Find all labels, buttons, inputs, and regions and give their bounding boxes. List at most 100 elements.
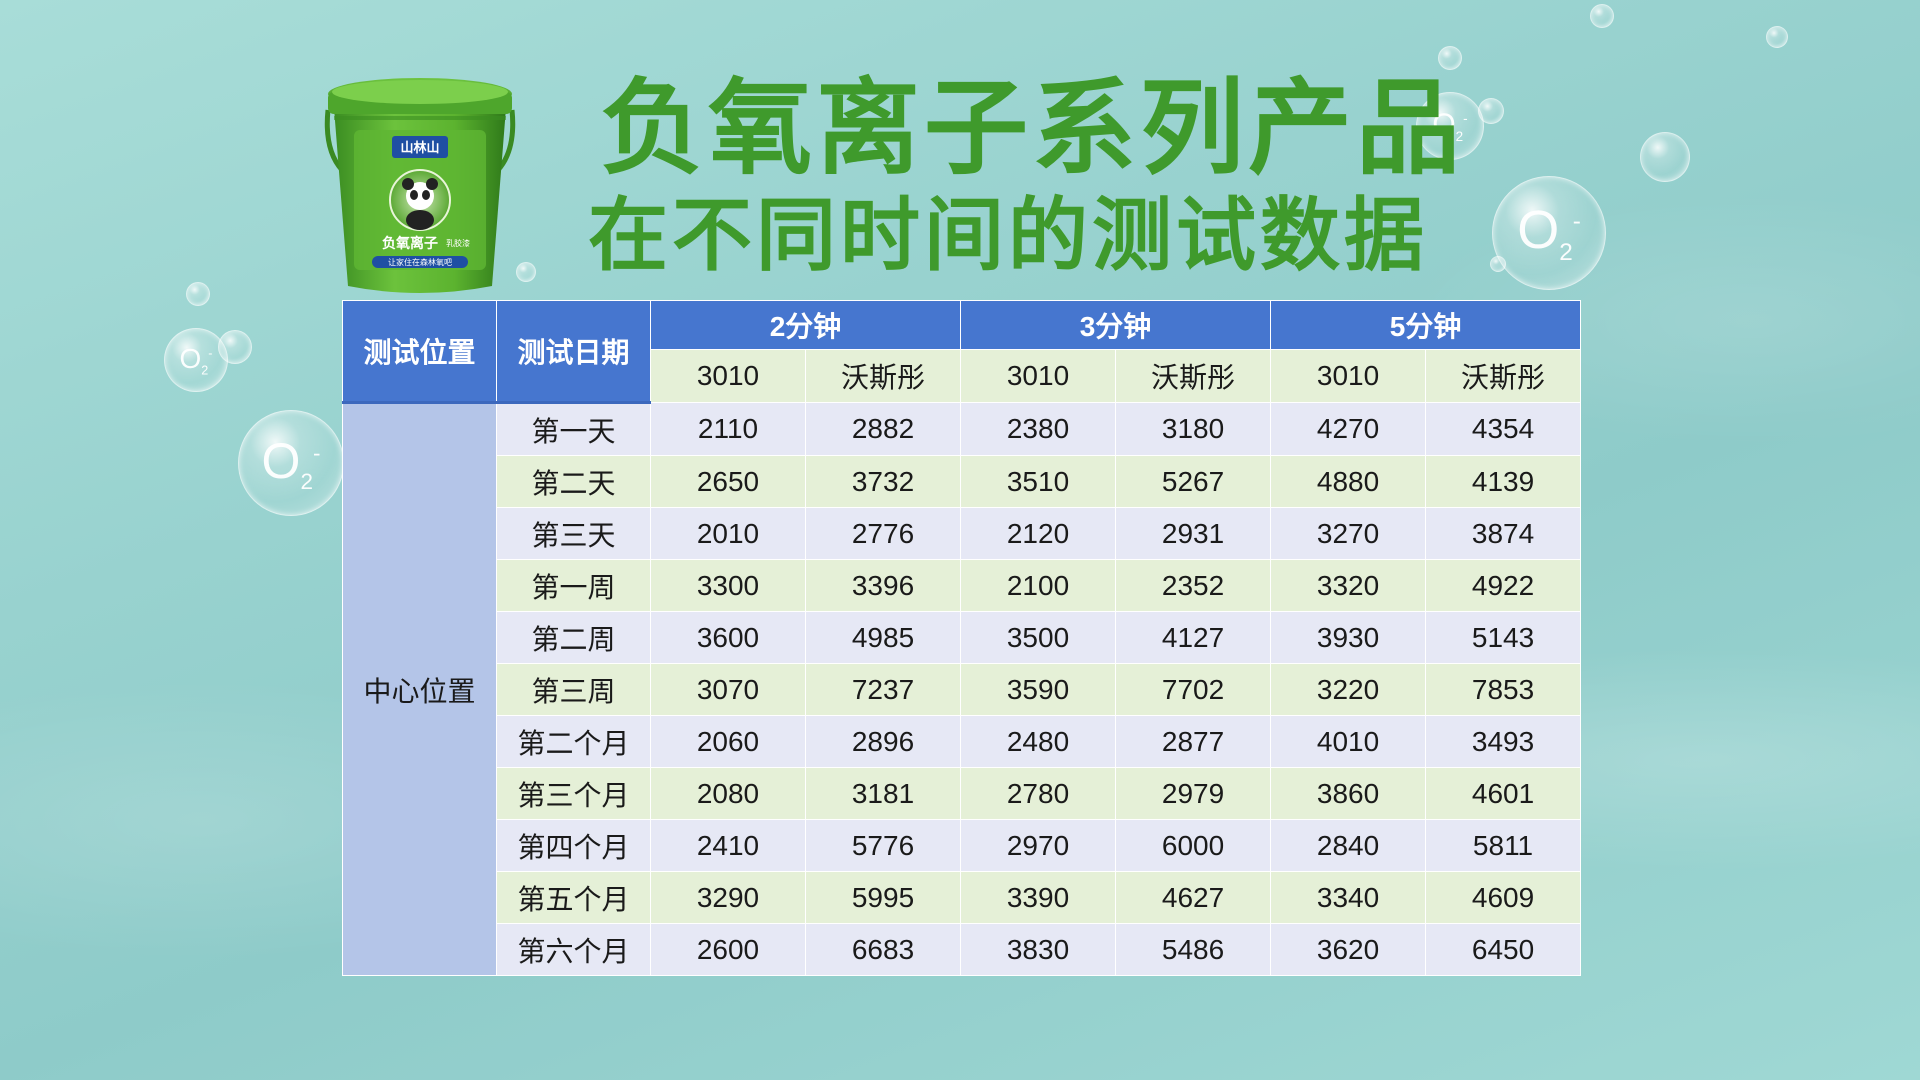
value-cell: 2877	[1115, 715, 1272, 768]
header-date: 测试日期	[496, 300, 651, 404]
table-row: 第三周 3070 7237 3590 7702 3220 7853	[343, 663, 1582, 716]
table-row: 第三天 2010 2776 2120 2931 3270 3874	[343, 507, 1582, 560]
value-cell: 2780	[960, 767, 1117, 820]
date-cell: 第六个月	[496, 923, 651, 976]
value-cell: 2110	[650, 402, 806, 456]
subheader-cell: 3010	[960, 349, 1117, 403]
value-cell: 2480	[960, 715, 1117, 768]
value-cell: 3600	[650, 611, 806, 664]
value-cell: 4354	[1425, 402, 1582, 456]
table-row: 第三个月 2080 3181 2780 2979 3860 4601	[343, 767, 1582, 820]
value-cell: 3181	[804, 767, 962, 820]
value-cell: 3180	[1115, 402, 1272, 456]
table-row: 第二个月 2060 2896 2480 2877 4010 3493	[343, 715, 1582, 768]
value-cell: 6683	[804, 923, 962, 976]
date-cell: 第一天	[496, 402, 651, 456]
table-row: 第六个月 2600 6683 3830 5486 3620 6450	[343, 923, 1582, 976]
date-cell: 第四个月	[496, 819, 651, 872]
value-cell: 3930	[1270, 611, 1427, 664]
page-subtitle: 在不同时间的测试数据	[588, 189, 1428, 282]
value-cell: 2970	[960, 819, 1117, 872]
table-subheader-row: 3010 沃斯彤 3010 沃斯彤 3010 沃斯彤	[343, 349, 1582, 403]
table-row: 第五个月 3290 5995 3390 4627 3340 4609	[343, 871, 1582, 924]
value-cell: 3500	[960, 611, 1117, 664]
value-cell: 7702	[1115, 663, 1272, 716]
svg-text:让家住在森林氧吧: 让家住在森林氧吧	[388, 257, 452, 267]
value-cell: 2080	[650, 767, 806, 820]
value-cell: 2410	[650, 819, 806, 872]
oxygen-bubble-icon: O2-	[238, 410, 344, 516]
value-cell: 4270	[1270, 402, 1427, 456]
table-body: 中心位置 第一天 2110 2882 2380 3180 4270 4354 第二天 2650 37…	[342, 402, 1582, 976]
product-bucket-image: 山林山 负氧离子 乳胶漆 让家住在森林氧吧	[320, 70, 520, 300]
value-cell: 4985	[804, 611, 962, 664]
value-cell: 2380	[960, 402, 1117, 456]
value-cell: 2352	[1115, 559, 1272, 612]
value-cell: 2931	[1115, 507, 1272, 560]
small-bubble-icon	[1478, 98, 1504, 124]
value-cell: 2650	[650, 455, 806, 508]
table-row: 第四个月 2410 5776 2970 6000 2840 5811	[343, 819, 1582, 872]
value-cell: 2882	[804, 402, 962, 456]
value-cell: 3340	[1270, 871, 1427, 924]
value-cell: 3590	[960, 663, 1117, 716]
header-group-2min: 2分钟	[649, 300, 962, 350]
date-cell: 第三天	[496, 507, 651, 560]
table-row: 第一周 3300 3396 2100 2352 3320 4922	[343, 559, 1582, 612]
value-cell: 6000	[1115, 819, 1272, 872]
value-cell: 3493	[1425, 715, 1582, 768]
value-cell: 2776	[804, 507, 962, 560]
value-cell: 6450	[1425, 923, 1582, 976]
value-cell: 3874	[1425, 507, 1582, 560]
value-cell: 2060	[650, 715, 806, 768]
value-cell: 4601	[1425, 767, 1582, 820]
small-bubble-icon	[218, 330, 252, 364]
date-cell: 第三周	[496, 663, 651, 716]
oxygen-bubble-icon: O2-	[1416, 92, 1484, 160]
value-cell: 3390	[960, 871, 1117, 924]
small-bubble-icon	[186, 282, 210, 306]
value-cell: 4627	[1115, 871, 1272, 924]
value-cell: 3830	[960, 923, 1117, 976]
svg-text:负氧离子: 负氧离子	[382, 235, 438, 252]
small-bubble-icon	[516, 262, 536, 282]
location-cell: 中心位置	[342, 402, 497, 976]
value-cell: 5811	[1425, 819, 1582, 872]
value-cell: 5267	[1115, 455, 1272, 508]
value-cell: 2896	[804, 715, 962, 768]
date-cell: 第三个月	[496, 767, 651, 820]
subheader-cell: 沃斯彤	[1115, 349, 1272, 403]
table-row: 第二周 3600 4985 3500 4127 3930 5143	[343, 611, 1582, 664]
value-cell: 5995	[804, 871, 962, 924]
value-cell: 3620	[1270, 923, 1427, 976]
small-bubble-icon	[1438, 46, 1462, 70]
header-location: 测试位置	[342, 300, 497, 404]
date-cell: 第二周	[496, 611, 651, 664]
subheader-cell: 3010	[650, 349, 806, 403]
value-cell: 4127	[1115, 611, 1272, 664]
page-title: 负氧离子系列产品	[600, 67, 1465, 189]
date-cell: 第二个月	[496, 715, 651, 768]
value-cell: 5486	[1115, 923, 1272, 976]
date-cell: 第五个月	[496, 871, 651, 924]
value-cell: 3510	[960, 455, 1117, 508]
date-cell: 第二天	[496, 455, 651, 508]
value-cell: 5776	[804, 819, 962, 872]
value-cell: 3290	[650, 871, 806, 924]
test-data-table: 测试位置 测试日期 2分钟 3分钟 5分钟 3010 沃斯彤 3010 沃斯彤 …	[342, 300, 1582, 976]
small-bubble-icon	[1590, 4, 1614, 28]
value-cell: 3270	[1270, 507, 1427, 560]
date-cell: 第一周	[496, 559, 651, 612]
oxygen-bubble-icon: O2-	[1492, 176, 1606, 290]
oxygen-bubble-icon: O2-	[164, 328, 228, 392]
value-cell: 3860	[1270, 767, 1427, 820]
value-cell: 2100	[960, 559, 1117, 612]
value-cell: 3320	[1270, 559, 1427, 612]
svg-text:山林山: 山林山	[400, 140, 439, 156]
table-header-row: 测试位置 测试日期 2分钟 3分钟 5分钟	[342, 300, 1582, 404]
value-cell: 3300	[650, 559, 806, 612]
svg-text:乳胶漆: 乳胶漆	[446, 238, 470, 248]
subheader-cell: 沃斯彤	[804, 349, 962, 403]
value-cell: 3220	[1270, 663, 1427, 716]
value-cell: 7237	[804, 663, 962, 716]
